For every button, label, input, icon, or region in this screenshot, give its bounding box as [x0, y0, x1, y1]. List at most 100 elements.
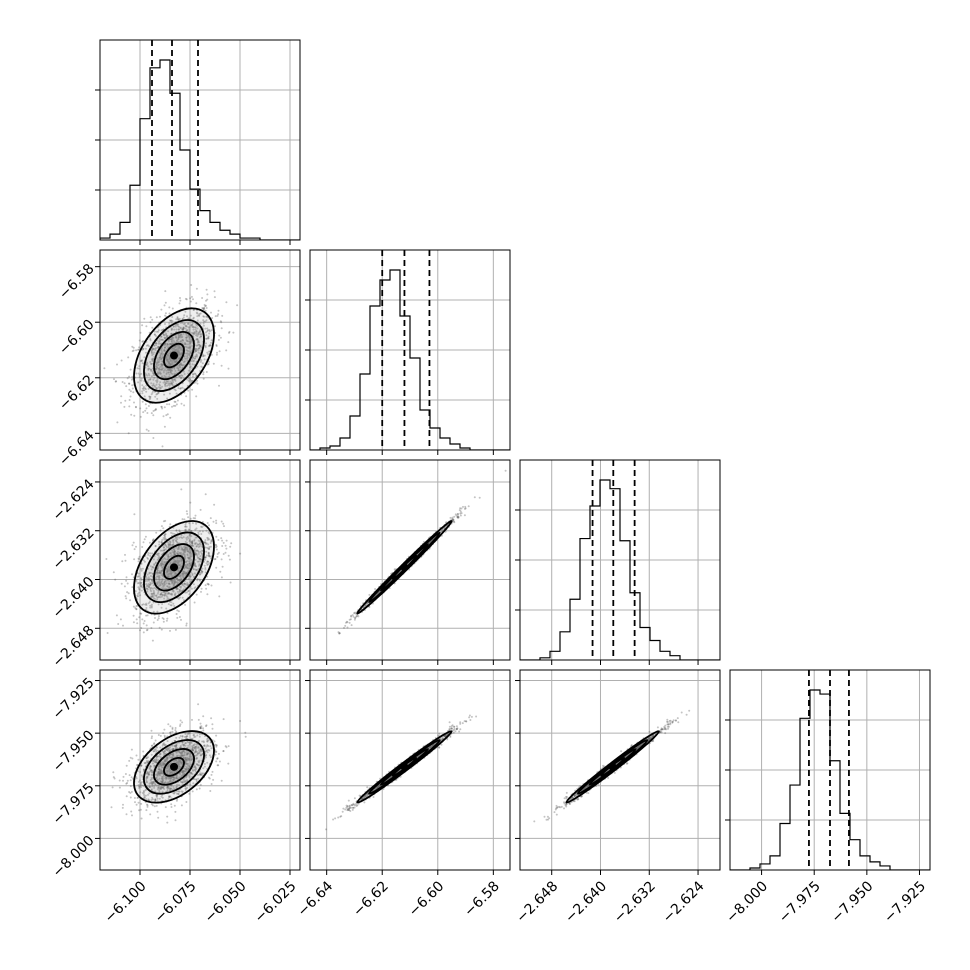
sample-point: [147, 578, 150, 581]
sample-point: [124, 553, 126, 556]
sample-point: [157, 575, 160, 578]
sample-point: [167, 597, 170, 600]
sample-point: [142, 750, 145, 753]
sample-point: [172, 554, 175, 557]
sample-point: [197, 333, 200, 336]
sample-point: [169, 368, 172, 371]
sample-point: [169, 561, 172, 564]
sample-point: [195, 746, 198, 748]
sample-point: [177, 570, 180, 573]
sample-point: [157, 552, 160, 555]
sample-point: [181, 375, 184, 377]
sample-point: [149, 765, 152, 767]
sample-point: [194, 373, 197, 376]
sample-point: [161, 338, 164, 341]
sample-point: [193, 539, 196, 542]
sample-point: [174, 819, 177, 822]
sample-point: [170, 367, 173, 370]
sample-point: [199, 725, 202, 728]
sample-point: [141, 586, 144, 589]
contour-line: [153, 331, 195, 381]
sample-point: [138, 374, 141, 376]
sample-point: [181, 364, 184, 367]
sample-point: [195, 330, 198, 333]
sample-point: [151, 592, 154, 595]
sample-point: [200, 359, 203, 362]
sample-point: [163, 534, 166, 537]
sample-point: [182, 549, 185, 552]
sample-point: [181, 575, 184, 578]
sample-point: [193, 568, 195, 571]
sample-point: [186, 758, 189, 761]
sample-point: [204, 558, 207, 561]
sample-point: [184, 357, 187, 360]
sample-point: [158, 338, 161, 340]
sample-point: [197, 347, 200, 350]
sample-point: [146, 628, 149, 631]
sample-point: [112, 571, 115, 574]
sample-point: [198, 330, 201, 333]
sample-point: [355, 615, 358, 618]
sample-point: [171, 384, 174, 387]
sample-point: [182, 573, 185, 576]
sample-point: [157, 346, 160, 348]
sample-point: [171, 379, 174, 382]
sample-point: [127, 356, 130, 359]
sample-point: [175, 776, 178, 779]
sample-point: [130, 413, 133, 416]
sample-point: [169, 629, 171, 632]
sample-point: [143, 356, 146, 359]
sample-point: [176, 590, 179, 593]
sample-point: [175, 335, 178, 338]
sample-point: [199, 579, 202, 582]
sample-point: [164, 312, 167, 315]
sample-point: [148, 367, 151, 370]
sample-point: [196, 549, 199, 552]
sample-point: [187, 590, 190, 593]
sample-point: [151, 781, 154, 784]
sample-point: [136, 594, 139, 597]
sample-point: [150, 568, 153, 571]
sample-point: [218, 384, 220, 387]
sample-point: [221, 539, 224, 542]
sample-point: [129, 368, 132, 371]
sample-point: [177, 334, 180, 336]
sample-point: [142, 340, 145, 343]
sample-point: [150, 412, 153, 415]
sample-point: [172, 753, 174, 756]
sample-point: [163, 549, 166, 552]
sample-point: [166, 596, 169, 599]
sample-point: [163, 538, 166, 541]
sample-point: [184, 546, 187, 549]
sample-point: [178, 616, 181, 618]
sample-point: [355, 612, 357, 615]
sample-point: [146, 556, 149, 559]
sample-point: [173, 378, 176, 381]
sample-point: [218, 334, 221, 337]
sample-point: [164, 535, 166, 538]
sample-point: [148, 773, 151, 776]
sample-point: [141, 603, 144, 606]
sample-point: [195, 747, 198, 750]
sample-point: [188, 567, 191, 570]
sample-point: [201, 740, 204, 743]
sample-point: [164, 519, 167, 522]
sample-point: [173, 367, 176, 370]
sample-point: [163, 591, 166, 594]
sample-point: [167, 574, 170, 577]
sample-point: [140, 581, 143, 584]
sample-point: [177, 760, 180, 763]
sample-point: [181, 562, 184, 565]
sample-point: [175, 540, 178, 543]
sample-point: [205, 587, 208, 590]
sample-point: [147, 557, 149, 560]
sample-point: [162, 779, 165, 782]
sample-point: [168, 364, 171, 367]
sample-point: [160, 335, 163, 338]
sample-point: [172, 378, 175, 381]
sample-point: [168, 369, 171, 372]
sample-point: [166, 360, 169, 362]
sample-point: [143, 620, 146, 622]
sample-point: [158, 366, 161, 369]
sample-point: [161, 781, 163, 784]
